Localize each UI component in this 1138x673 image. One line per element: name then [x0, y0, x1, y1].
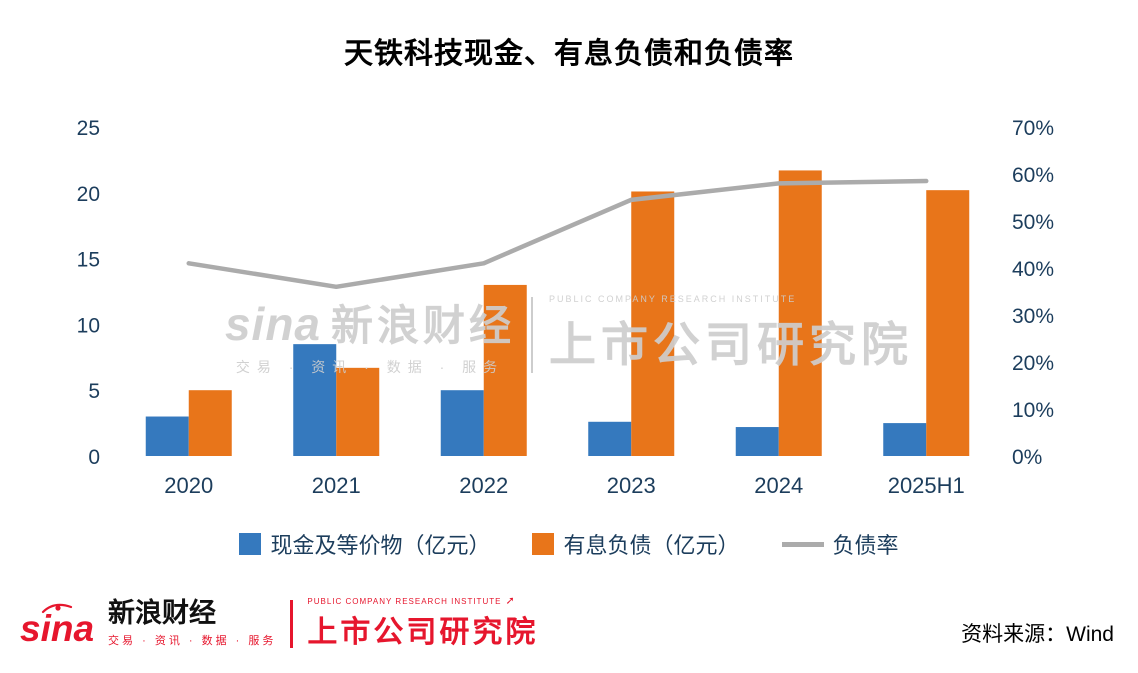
left-axis-tick: 15	[77, 249, 100, 272]
x-axis-label: 2024	[754, 473, 803, 498]
arrow-icon: ➚	[505, 595, 516, 607]
sina-eye-icon	[41, 603, 73, 614]
x-axis-label: 2020	[164, 473, 213, 498]
institute-name: 上市公司研究院	[307, 616, 539, 649]
cash-legend-swatch	[239, 533, 262, 555]
sina-finance-tagline: 交易 · 资讯 · 数据 · 服务	[108, 634, 277, 647]
bar	[631, 191, 675, 456]
footer: sina 新浪财经 交易 · 资讯 · 数据 · 服务 PUBLIC COMPA…	[0, 588, 1138, 673]
left-axis-tick: 10	[77, 314, 100, 337]
sina-finance-block: 新浪财经 交易 · 资讯 · 数据 · 服务	[108, 598, 277, 648]
debt-ratio-line	[186, 178, 929, 290]
bar	[883, 423, 927, 456]
right-axis-tick: 60%	[1012, 164, 1054, 187]
ratio-legend-line	[781, 541, 824, 547]
bar	[778, 170, 822, 457]
chart-title: 天铁科技现金、有息负债和负债率	[343, 38, 794, 70]
legend-item-ratio: 负债率	[781, 528, 899, 560]
right-axis-tick: 0%	[1012, 446, 1042, 469]
bar	[145, 416, 189, 456]
sina-logo-text: sina	[20, 608, 95, 649]
bar	[440, 390, 484, 456]
x-axis-label: 2021	[312, 473, 361, 498]
right-axis-tick: 70%	[1012, 117, 1054, 140]
footer-divider	[290, 599, 294, 648]
debt-legend-swatch	[532, 533, 555, 555]
bar	[188, 390, 232, 456]
right-axis-tick: 40%	[1012, 258, 1054, 281]
sina-finance-name: 新浪财经	[108, 598, 217, 629]
right-axis-tick: 30%	[1012, 305, 1054, 328]
footer-logos: sina 新浪财经 交易 · 资讯 · 数据 · 服务 PUBLIC COMPA…	[20, 596, 538, 651]
right-axis-tick: 20%	[1012, 352, 1054, 375]
left-axis-tick: 0	[88, 446, 100, 469]
bar	[293, 344, 337, 456]
bar	[735, 427, 779, 456]
bar	[336, 367, 380, 456]
debt-legend-label: 有息负债（亿元）	[563, 533, 740, 558]
sina-logo: sina	[20, 600, 94, 647]
x-axis-label: 2025H1	[888, 473, 965, 498]
x-axis-label: 2022	[459, 473, 508, 498]
cash-legend-label: 现金及等价物（亿元）	[270, 533, 491, 558]
legend-item-debt: 有息负债（亿元）	[532, 528, 740, 560]
combo-chart: 0 5 10 15 20 25 0% 10% 20% 30% 40% 50% 60% 70% 2020 202…	[77, 117, 1054, 498]
right-axis-tick: 50%	[1012, 211, 1054, 234]
institute-en-text: PUBLIC COMPANY RESEARCH INSTITUTE	[307, 597, 502, 606]
bar	[588, 421, 632, 456]
left-axis-tick: 25	[77, 117, 100, 140]
legend-item-cash: 现金及等价物（亿元）	[239, 528, 490, 560]
left-axis-tick: 5	[88, 380, 100, 403]
ratio-legend-label: 负债率	[832, 533, 899, 558]
bar	[926, 190, 970, 456]
institute-logo: PUBLIC COMPANY RESEARCH INSTITUTE ➚ 上市公司…	[307, 596, 538, 651]
legend: 现金及等价物（亿元） 有息负债（亿元） 负债率	[0, 528, 1138, 560]
bar	[483, 284, 527, 456]
x-axis-label: 2023	[607, 473, 656, 498]
data-source: 资料来源：Wind	[961, 623, 1114, 646]
right-axis-tick: 10%	[1012, 399, 1054, 422]
left-axis-tick: 20	[77, 183, 100, 206]
